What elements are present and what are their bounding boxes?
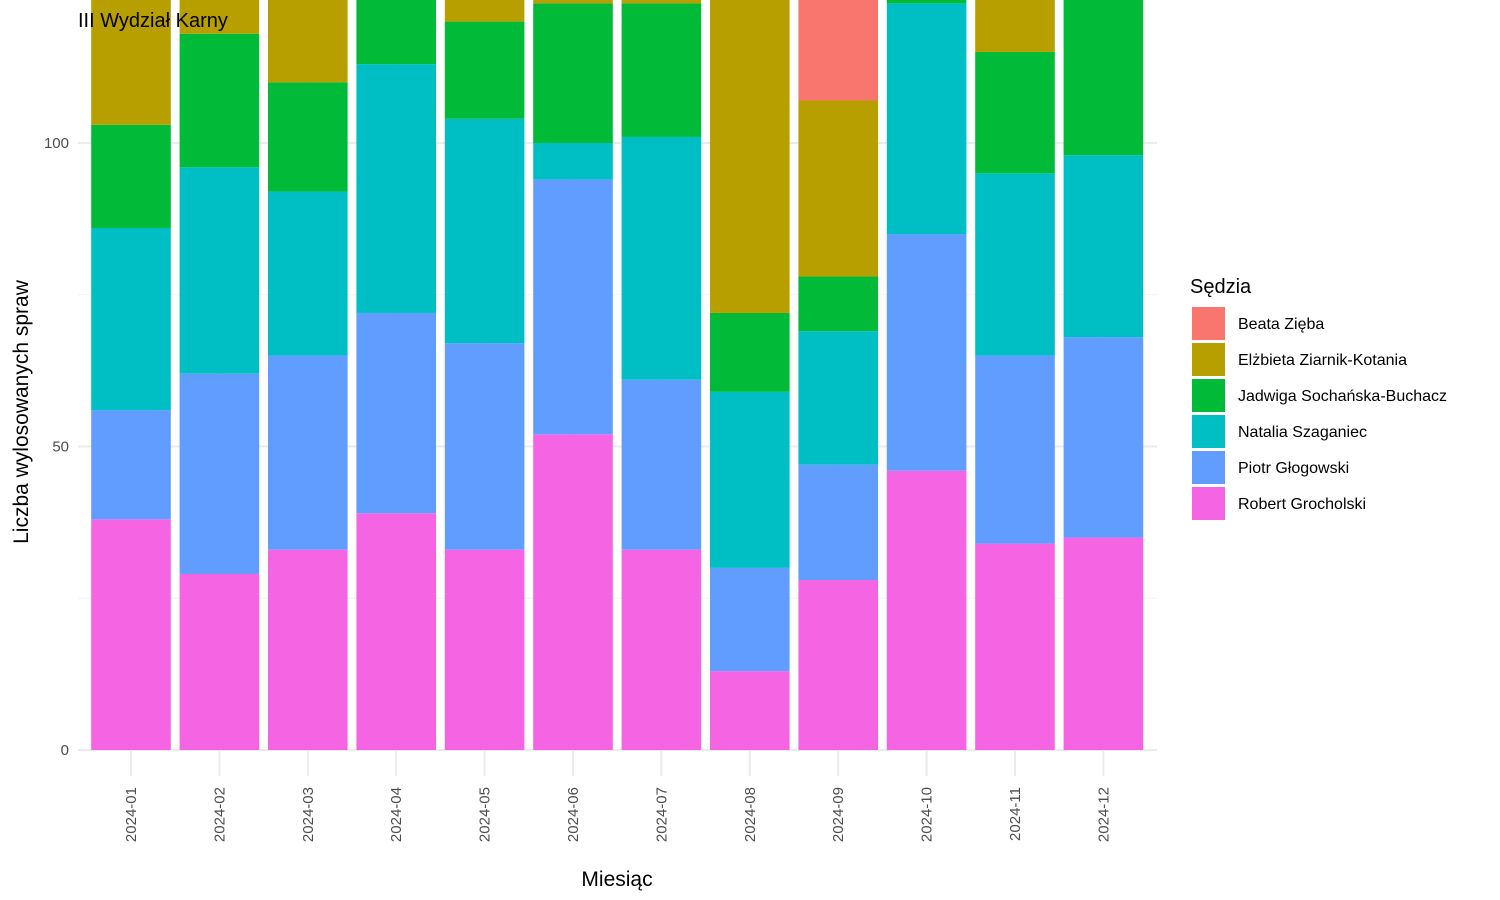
bar-jadwiga-sochanska-buchacz-2024-05 [444,21,525,119]
bar-jadwiga-sochanska-buchacz-2024-03 [268,82,348,192]
bar-piotr-glogowski-2024-05 [444,343,525,550]
bar-piotr-glogowski-2024-02 [179,373,260,574]
bar-natalia-szaganiec-2024-09 [798,331,878,465]
bar-robert-grocholski-2024-08 [710,671,790,750]
legend-key-beata-zieba [1192,307,1225,340]
bar-robert-grocholski-2024-02 [179,573,260,750]
legend-key-piotr-glogowski [1192,451,1225,484]
x-tick-label: 2024-07 [653,787,670,842]
x-tick-label: 2024-03 [300,787,317,842]
bar-robert-grocholski-2024-11 [975,543,1055,750]
x-tick-label: 2024-01 [123,787,140,842]
bar-elzbieta-ziarnik-kotania-2024-09 [798,100,878,277]
bar-jadwiga-sochanska-buchacz-2024-11 [975,51,1055,174]
legend-key-natalia-szaganiec [1192,415,1225,448]
bar-natalia-szaganiec-2024-04 [356,64,436,313]
bar-robert-grocholski-2024-04 [356,513,436,750]
bar-jadwiga-sochanska-buchacz-2024-09 [798,276,878,332]
bar-jadwiga-sochanska-buchacz-2024-04 [356,0,436,65]
bar-piotr-glogowski-2024-12 [1063,337,1144,538]
bar-natalia-szaganiec-2024-06 [533,143,613,180]
x-tick-label: 2024-02 [211,787,228,842]
legend-label-elzbieta-ziarnik-kotania: Elżbieta Ziarnik-Kotania [1238,352,1407,369]
y-axis-title: Liczba wylosowanych spraw [10,279,33,544]
bar-natalia-szaganiec-2024-07 [621,136,702,380]
bar-natalia-szaganiec-2024-12 [1063,155,1144,338]
bar-beata-zieba-2024-09 [798,0,878,101]
bar-piotr-glogowski-2024-01 [91,410,171,520]
bar-elzbieta-ziarnik-kotania-2024-01 [91,0,171,125]
bar-piotr-glogowski-2024-07 [621,379,702,550]
bar-elzbieta-ziarnik-kotania-2024-11 [975,0,1055,52]
y-tick-label: 0 [61,742,69,759]
legend-key-elzbieta-ziarnik-kotania [1192,343,1225,376]
bar-natalia-szaganiec-2024-05 [444,118,525,344]
bar-elzbieta-ziarnik-kotania-2024-03 [268,0,348,83]
bar-piotr-glogowski-2024-10 [886,234,967,471]
bar-natalia-szaganiec-2024-08 [710,391,790,568]
bar-piotr-glogowski-2024-11 [975,355,1055,544]
bar-robert-grocholski-2024-09 [798,580,878,750]
x-axis-title: Miesiąc [581,868,652,891]
bar-natalia-szaganiec-2024-03 [268,191,348,356]
legend: Sędzia Beata Zięba Elżbieta Ziarnik-Kotan… [1190,276,1447,520]
bar-jadwiga-sochanska-buchacz-2024-10 [886,0,967,4]
chart-title: III Wydział Karny [78,10,228,32]
x-tick-label: 2024-10 [919,787,936,842]
bar-natalia-szaganiec-2024-02 [179,167,260,374]
bar-elzbieta-ziarnik-kotania-2024-05 [444,0,525,22]
legend-title: Sędzia [1190,276,1252,298]
bar-piotr-glogowski-2024-08 [710,567,790,672]
x-tick-label: 2024-04 [388,787,405,842]
bar-robert-grocholski-2024-12 [1063,537,1144,750]
bar-robert-grocholski-2024-05 [444,549,525,750]
legend-label-natalia-szaganiec: Natalia Szaganiec [1238,424,1367,441]
legend-label-piotr-glogowski: Piotr Głogowski [1238,460,1349,477]
x-tick-label: 2024-12 [1095,787,1112,842]
bar-piotr-glogowski-2024-04 [356,312,436,514]
x-tick-label: 2024-05 [477,787,494,842]
legend-label-beata-zieba: Beata Zięba [1238,316,1324,333]
bar-robert-grocholski-2024-01 [91,519,171,750]
bar-piotr-glogowski-2024-06 [533,179,613,435]
bar-jadwiga-sochanska-buchacz-2024-02 [179,33,260,168]
x-tick-label: 2024-11 [1007,787,1024,841]
x-tick-label: 2024-09 [830,787,847,842]
bar-elzbieta-ziarnik-kotania-2024-08 [710,0,790,313]
bar-elzbieta-ziarnik-kotania-2024-07 [621,0,702,4]
bar-robert-grocholski-2024-07 [621,549,702,750]
bar-jadwiga-sochanska-buchacz-2024-01 [91,124,171,228]
bar-robert-grocholski-2024-10 [886,470,967,750]
bar-jadwiga-sochanska-buchacz-2024-07 [621,3,702,137]
bar-robert-grocholski-2024-06 [533,434,613,750]
bar-piotr-glogowski-2024-03 [268,355,348,550]
bars-layer [91,0,1144,750]
legend-label-jadwiga-sochanska-buchacz: Jadwiga Sochańska-Buchacz [1238,388,1447,405]
x-tick-label: 2024-08 [742,787,759,842]
bar-natalia-szaganiec-2024-11 [975,173,1055,356]
legend-label-robert-grocholski: Robert Grocholski [1238,496,1366,513]
y-axis-ticks: 050100150200 [44,135,69,759]
y-tick-label: 100 [44,135,69,152]
x-tick-label: 2024-06 [565,787,582,842]
bar-robert-grocholski-2024-03 [268,549,348,750]
legend-key-jadwiga-sochanska-buchacz [1192,379,1225,412]
bar-elzbieta-ziarnik-kotania-2024-06 [533,0,613,4]
bar-elzbieta-ziarnik-kotania-2024-02 [179,0,260,34]
legend-key-robert-grocholski [1192,487,1225,520]
bar-natalia-szaganiec-2024-10 [886,3,967,235]
bar-natalia-szaganiec-2024-01 [91,227,171,411]
x-axis-ticks: 2024-01 2024-02 2024-03 2024-04 2024-05 2024-… [123,787,1112,842]
bar-jadwiga-sochanska-buchacz-2024-06 [533,3,613,144]
bar-jadwiga-sochanska-buchacz-2024-12 [1063,0,1144,156]
bar-jadwiga-sochanska-buchacz-2024-08 [710,312,790,392]
y-tick-label: 50 [52,439,69,456]
bar-piotr-glogowski-2024-09 [798,464,878,581]
